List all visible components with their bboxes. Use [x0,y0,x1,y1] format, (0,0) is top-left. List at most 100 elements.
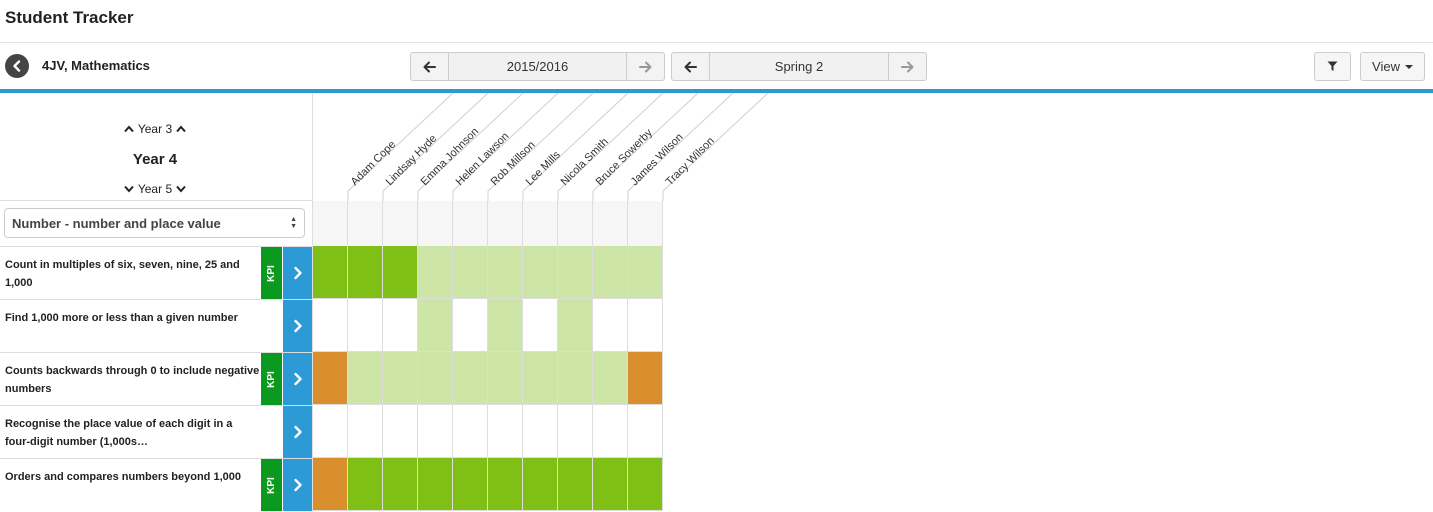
next-term-button[interactable] [889,53,926,80]
assessment-cell[interactable] [348,299,383,352]
assessment-cell[interactable] [348,405,383,458]
assessment-cell[interactable] [383,246,418,299]
assessment-cell[interactable] [628,246,663,299]
assessment-cell[interactable] [453,458,488,511]
assessment-cell[interactable] [313,458,348,511]
assessment-cell[interactable] [523,405,558,458]
column-divider [487,93,594,192]
view-label: View [1372,59,1400,74]
class-label: 4JV, Mathematics [42,58,150,73]
assessment-cell[interactable] [628,405,663,458]
term-value: Spring 2 [708,53,890,80]
assessment-cell[interactable] [558,352,593,405]
student-header-cell [453,201,488,247]
assessment-cell[interactable] [558,299,593,352]
kpi-badge: KPI [261,353,282,405]
assessment-cell[interactable] [453,299,488,352]
prev-year-label: Year 3 [137,122,173,136]
prev-year-button[interactable] [411,53,448,80]
strand-select[interactable]: Number - number and place value ▲ ▼ [4,208,305,238]
objective-text: Counts backwards through 0 to include ne… [5,365,260,395]
assessment-cell[interactable] [453,352,488,405]
column-divider [382,93,489,192]
objective-text: Orders and compares numbers beyond 1,000 [5,471,241,483]
assessment-cell[interactable] [348,246,383,299]
chevron-right-icon [293,319,302,333]
assessment-cell[interactable] [383,352,418,405]
current-year-title: Year 4 [132,151,178,168]
student-header-cell [418,201,453,247]
assessment-cell[interactable] [523,458,558,511]
assessment-cell[interactable] [488,405,523,458]
assessment-cell[interactable] [488,246,523,299]
assessment-cell[interactable] [488,352,523,405]
assessment-cell[interactable] [418,405,453,458]
assessment-cell[interactable] [488,299,523,352]
assessment-cell[interactable] [313,405,348,458]
assessment-cell[interactable] [523,246,558,299]
assessment-cell[interactable] [628,352,663,405]
back-button[interactable] [5,54,29,78]
assessment-cell[interactable] [418,299,453,352]
column-divider [557,93,664,192]
objective-text: Find 1,000 more or less than a given num… [5,312,238,324]
assessment-cell[interactable] [418,352,453,405]
assessment-cell[interactable] [523,352,558,405]
assessment-cell[interactable] [593,352,628,405]
chevron-right-icon [293,266,302,280]
assessment-cell[interactable] [628,299,663,352]
next-year-link[interactable]: Year 5 [0,182,310,196]
arrow-left-icon [423,61,436,72]
student-header-cell [383,201,418,247]
assessment-cell[interactable] [453,246,488,299]
kpi-badge: KPI [261,459,282,511]
expand-objective-button[interactable] [283,459,312,511]
column-divider [662,93,769,192]
assessment-cell[interactable] [593,405,628,458]
prev-term-button[interactable] [672,53,709,80]
expand-objective-button[interactable] [283,353,312,405]
column-divider [417,93,524,192]
kpi-label: KPI [265,476,277,494]
column-divider [592,93,699,192]
chevron-right-icon [293,372,302,386]
app-header: Student Tracker [0,0,1433,43]
assessment-cell[interactable] [418,246,453,299]
assessment-cell[interactable] [593,246,628,299]
assessment-cell[interactable] [313,352,348,405]
objective-row: Recognise the place value of each digit … [0,405,312,458]
tracker-grid: Adam Cope Lindsay Hyde Emma Johnson Helen L… [313,93,1433,512]
arrow-right-icon [639,61,652,72]
assessment-cell[interactable] [628,458,663,511]
column-divider [627,93,734,192]
assessment-cell[interactable] [348,458,383,511]
assessment-cell[interactable] [593,299,628,352]
view-dropdown-button[interactable]: View [1360,52,1425,81]
assessment-cell[interactable] [383,458,418,511]
assessment-cell[interactable] [558,246,593,299]
assessment-cell[interactable] [558,458,593,511]
assessment-cell[interactable] [488,458,523,511]
assessment-cell[interactable] [313,299,348,352]
assessment-cell[interactable] [523,299,558,352]
student-header-cell [348,201,383,247]
prev-year-link[interactable]: Year 3 [0,122,310,136]
assessment-cell[interactable] [383,405,418,458]
assessment-cell[interactable] [313,246,348,299]
assessment-cell[interactable] [383,299,418,352]
expand-objective-button[interactable] [283,300,312,352]
student-header-cell [628,201,663,247]
next-year-button[interactable] [627,53,664,80]
assessment-cell[interactable] [453,405,488,458]
assessment-cell[interactable] [593,458,628,511]
expand-objective-button[interactable] [283,247,312,299]
next-year-label: Year 5 [137,182,173,196]
year-pager: 2015/2016 [410,52,665,81]
student-header-cell [558,201,593,247]
assessment-cell[interactable] [348,352,383,405]
assessment-cell[interactable] [558,405,593,458]
filter-button[interactable] [1314,52,1351,81]
objective-row: Counts backwards through 0 to include ne… [0,352,312,405]
expand-objective-button[interactable] [283,406,312,458]
assessment-cell[interactable] [418,458,453,511]
